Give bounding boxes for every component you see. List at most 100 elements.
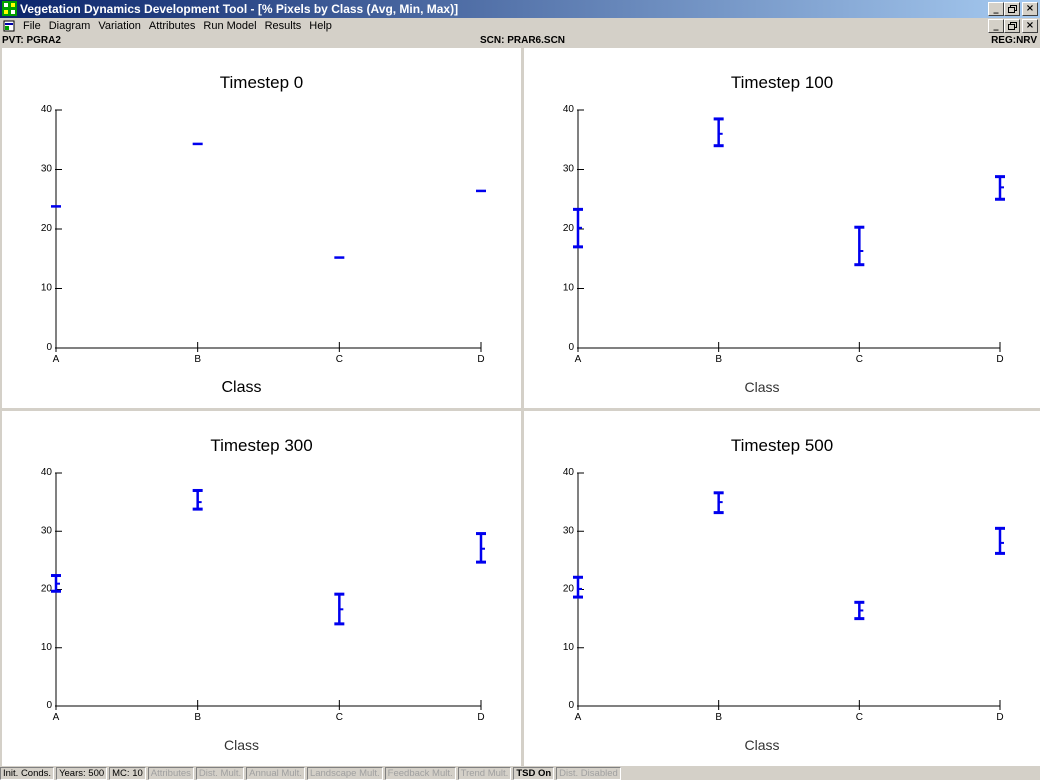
pvt-label: PVT: PGRA2 (2, 35, 61, 46)
menu-results[interactable]: Results (264, 20, 302, 32)
child-close-button[interactable]: × (1022, 19, 1038, 33)
menu-bar: File Diagram Variation Attributes Run Mo… (0, 18, 1040, 35)
x-tick-label: A (53, 354, 60, 365)
x-tick-label: C (336, 354, 343, 365)
x-tick-label: B (715, 354, 722, 365)
close-icon: × (1025, 3, 1035, 14)
y-tick-label: 20 (41, 584, 53, 595)
y-tick-label: 20 (41, 223, 53, 234)
y-tick-label: 30 (563, 525, 575, 536)
status-tsd-on[interactable]: TSD On (513, 767, 555, 780)
menu-variation[interactable]: Variation (98, 20, 141, 32)
x-axis-label: Class (744, 379, 779, 395)
scn-label: SCN: PRAR6.SCN (480, 35, 566, 46)
window-title: Vegetation Dynamics Development Tool - [… (20, 2, 459, 16)
chart-panel-timestep-100: Timestep 100 0 10 20 30 40 A B C D Class (524, 48, 1040, 408)
y-tick-label: 40 (41, 104, 53, 115)
x-axis-label: Class (221, 379, 261, 396)
error-bar-b (713, 491, 724, 515)
status-years-500[interactable]: Years: 500 (56, 767, 108, 780)
close-button[interactable]: × (1022, 2, 1038, 16)
x-tick-label: D (477, 354, 484, 365)
status-init-conds[interactable]: Init. Conds. (0, 767, 55, 780)
restore-icon (1007, 5, 1017, 13)
error-bar-d (995, 175, 1005, 201)
menu-help[interactable]: Help (309, 20, 332, 32)
close-icon: × (1025, 20, 1035, 31)
chart-panel-timestep-300: Timestep 300 0 10 20 30 40 A B C D Class (2, 411, 521, 766)
y-tick-label: 30 (41, 164, 53, 175)
chart-title: Timestep 100 (731, 73, 833, 92)
x-tick-label: D (477, 712, 484, 723)
reg-label: REG:NRV (991, 35, 1037, 46)
y-tick-label: 10 (41, 642, 53, 653)
child-minimize-button[interactable]: _ (988, 19, 1004, 33)
x-tick-label: A (575, 712, 582, 723)
x-axis-label: Class (224, 737, 259, 753)
x-tick-label: D (996, 712, 1003, 723)
error-bar-d (995, 526, 1005, 555)
status-mc-10[interactable]: MC: 10 (109, 767, 146, 780)
info-bar: PVT: PGRA2 SCN: PRAR6.SCN REG:NRV (0, 35, 1040, 47)
status-annual-mult[interactable]: Annual Mult. (246, 767, 305, 780)
status-dist-mult[interactable]: Dist. Mult. (195, 767, 245, 780)
minimize-icon: _ (993, 20, 999, 31)
x-tick-label: C (856, 354, 863, 365)
y-tick-label: 30 (563, 164, 575, 175)
minimize-icon: _ (993, 3, 999, 14)
x-tick-label: B (715, 712, 722, 723)
y-tick-label: 10 (563, 642, 575, 653)
menu-run-model[interactable]: Run Model (203, 20, 257, 32)
y-tick-label: 40 (563, 104, 575, 115)
error-bar-a (51, 574, 61, 593)
x-axis-label: Class (744, 737, 779, 753)
y-tick-label: 40 (563, 467, 575, 478)
chart-panel-timestep-500: Timestep 500 0 10 20 30 40 A B C D Class (524, 411, 1040, 766)
y-tick-label: 40 (41, 467, 53, 478)
chart-timestep-0: Timestep 0 0 10 20 30 40 A B C D Class (41, 73, 486, 396)
y-tick-label: 10 (41, 283, 53, 294)
x-tick-label: C (856, 712, 863, 723)
document-icon[interactable] (3, 20, 15, 32)
error-bar-b (192, 488, 203, 511)
chart-title: Timestep 0 (220, 73, 303, 92)
x-tick-label: A (575, 354, 582, 365)
chart-timestep-300: Timestep 300 0 10 20 30 40 A B C D Class (41, 436, 486, 753)
y-tick-label: 20 (563, 584, 575, 595)
status-landscape-mult[interactable]: Landscape Mult. (306, 767, 383, 780)
error-bar-b (713, 117, 724, 148)
status-feedback-mult[interactable]: Feedback Mult. (384, 767, 456, 780)
minimize-button[interactable]: _ (988, 2, 1004, 16)
app-icon (2, 1, 17, 16)
chart-timestep-100: Timestep 100 0 10 20 30 40 A B C D Class (563, 73, 1005, 395)
x-tick-label: D (996, 354, 1003, 365)
y-tick-label: 0 (568, 700, 574, 711)
y-tick-label: 30 (41, 525, 53, 536)
y-tick-label: 0 (46, 342, 52, 353)
x-tick-label: A (53, 712, 60, 723)
y-tick-label: 10 (563, 283, 575, 294)
chart-timestep-500: Timestep 500 0 10 20 30 40 A B C D Class (563, 436, 1005, 753)
x-tick-label: B (194, 712, 201, 723)
error-bar-a (573, 207, 583, 249)
error-bar-d (476, 532, 486, 564)
menu-file[interactable]: File (23, 20, 41, 32)
y-tick-label: 0 (568, 342, 574, 353)
error-bar-c (854, 600, 865, 621)
x-tick-label: B (194, 354, 201, 365)
y-tick-label: 20 (563, 223, 575, 234)
menu-attributes[interactable]: Attributes (148, 20, 196, 32)
error-bar-c (854, 225, 865, 267)
child-restore-button[interactable] (1004, 19, 1020, 33)
maximize-button[interactable] (1004, 2, 1020, 16)
error-bar-c (334, 592, 345, 626)
x-tick-label: C (336, 712, 343, 723)
chart-panel-timestep-0: Timestep 0 0 10 20 30 40 A B C D Class (2, 48, 521, 408)
status-trend-mult[interactable]: Trend Mult. (457, 767, 512, 780)
menu-diagram[interactable]: Diagram (48, 20, 91, 32)
chart-title: Timestep 300 (210, 436, 312, 455)
chart-title: Timestep 500 (731, 436, 833, 455)
error-bar-a (573, 575, 583, 599)
status-attributes[interactable]: Attributes (147, 767, 194, 780)
status-dist-disabled[interactable]: Dist. Disabled (556, 767, 621, 780)
